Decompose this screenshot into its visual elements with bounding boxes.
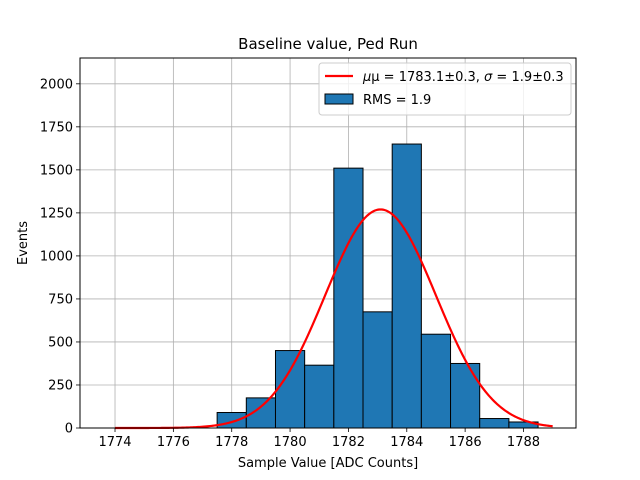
x-tick-label: 1788 [507, 435, 540, 450]
plot-frame [79, 57, 577, 429]
y-tick-label: 500 [48, 335, 73, 350]
x-axis-label: Sample Value [ADC Counts] [238, 456, 418, 471]
histogram-bar [333, 167, 364, 429]
legend-hist-marker [324, 93, 354, 105]
legend-sigma-symbol: σ [484, 70, 493, 85]
histogram-bar [479, 418, 510, 429]
y-tick-label: 250 [48, 378, 73, 393]
gaussian-fit [115, 208, 553, 430]
x-tick-label: 1780 [274, 435, 307, 450]
y-tick-label: 1250 [40, 206, 73, 221]
histogram-bar [216, 412, 247, 429]
gaussian-fit-curve [115, 208, 553, 430]
y-tick-label: 2000 [40, 77, 73, 92]
chart-title: Baseline value, Ped Run [238, 35, 418, 53]
y-tick-label: 0 [65, 422, 73, 437]
histogram-bar [420, 333, 452, 429]
legend: μμ = 1783.1±0.3, σ = 1.9±0.3 RMS = 1.9 [318, 62, 572, 116]
legend-hist-label: RMS = 1.9 [363, 93, 431, 108]
legend-fit-prefix: μ = 1783.1±0.3, [371, 70, 484, 85]
legend-mu-symbol: μ [362, 70, 371, 85]
y-axis-label: Events [16, 221, 31, 265]
histogram-bar [450, 362, 481, 429]
x-tick-label: 1778 [215, 435, 248, 450]
x-tick-label: 1774 [98, 435, 131, 450]
x-tick-label: 1786 [449, 435, 482, 450]
x-tick-label: 1776 [157, 435, 190, 450]
x-axis-ticks: 1774 1776 1778 1780 1782 1784 1786 1788 [98, 428, 540, 450]
y-axis-ticks: 0 250 500 750 1000 1250 1500 1750 2000 [40, 77, 80, 437]
y-tick-label: 750 [48, 292, 73, 307]
x-tick-label: 1784 [390, 435, 423, 450]
histogram-bar [274, 350, 306, 429]
x-tick-label: 1782 [332, 435, 365, 450]
y-tick-label: 1000 [40, 249, 73, 264]
y-tick-label: 1500 [40, 163, 73, 178]
legend-box [318, 62, 572, 116]
histogram-bar [391, 143, 422, 429]
histogram-bar [362, 311, 393, 429]
legend-fit-suffix: = 1.9±0.3 [492, 70, 563, 85]
legend-fit-label: μμ = 1783.1±0.3, σ = 1.9±0.3 [362, 70, 564, 85]
histogram-bar [304, 364, 335, 429]
y-tick-label: 1750 [40, 120, 73, 135]
